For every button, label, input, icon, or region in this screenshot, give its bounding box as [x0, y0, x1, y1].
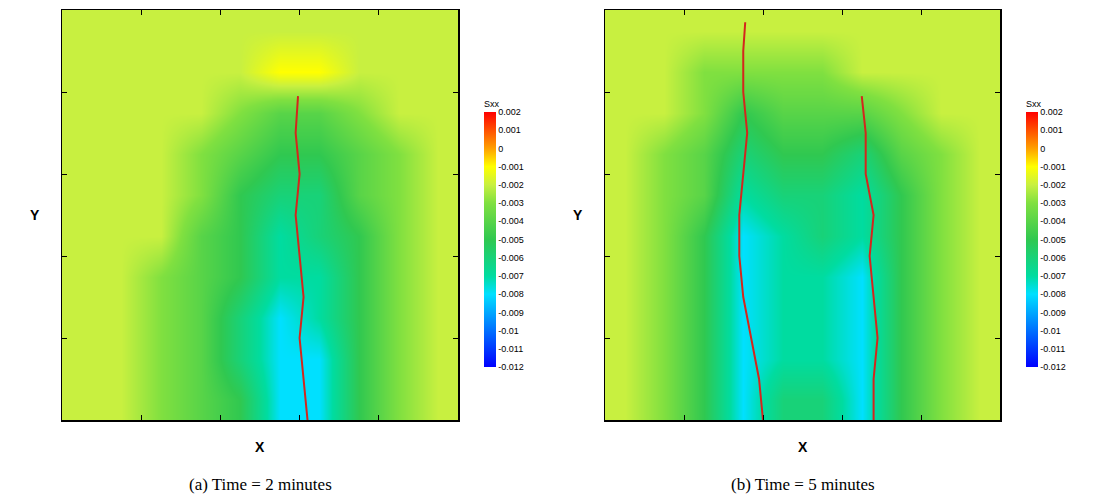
svg-text:0: 0 [1040, 144, 1045, 154]
svg-text:0.001: 0.001 [1040, 125, 1063, 135]
svg-text:Sxx: Sxx [484, 99, 500, 109]
svg-text:-0.004: -0.004 [1040, 216, 1066, 226]
svg-text:-0.003: -0.003 [498, 198, 524, 208]
svg-text:-0.009: -0.009 [498, 308, 524, 318]
svg-text:-0.008: -0.008 [498, 289, 524, 299]
svg-text:-0.003: -0.003 [1040, 198, 1066, 208]
svg-text:-0.005: -0.005 [498, 235, 524, 245]
svg-text:-0.011: -0.011 [498, 344, 523, 354]
svg-text:-0.006: -0.006 [1040, 253, 1066, 263]
svg-text:(b) Time = 5 minutes: (b) Time = 5 minutes [731, 475, 875, 494]
svg-text:0.001: 0.001 [498, 125, 521, 135]
svg-text:-0.008: -0.008 [1040, 289, 1066, 299]
svg-text:-0.007: -0.007 [498, 271, 524, 281]
svg-text:-0.002: -0.002 [498, 180, 524, 190]
svg-text:-0.002: -0.002 [1040, 180, 1066, 190]
svg-text:0: 0 [498, 144, 503, 154]
svg-text:-0.006: -0.006 [498, 253, 524, 263]
svg-text:-0.01: -0.01 [498, 326, 519, 336]
svg-text:-0.001: -0.001 [498, 162, 524, 172]
svg-text:0.002: 0.002 [1040, 107, 1063, 117]
svg-text:Y: Y [30, 207, 40, 223]
svg-text:X: X [798, 439, 808, 455]
svg-text:-0.009: -0.009 [1040, 308, 1066, 318]
svg-text:(a) Time = 2 minutes: (a) Time = 2 minutes [189, 475, 332, 494]
svg-text:-0.007: -0.007 [1040, 271, 1066, 281]
svg-text:-0.004: -0.004 [498, 216, 524, 226]
svg-text:X: X [255, 439, 265, 455]
svg-text:-0.001: -0.001 [1040, 162, 1066, 172]
svg-text:-0.012: -0.012 [1040, 362, 1066, 372]
svg-text:-0.012: -0.012 [498, 362, 524, 372]
svg-text:-0.011: -0.011 [1040, 344, 1065, 354]
svg-text:Sxx: Sxx [1026, 99, 1042, 109]
svg-text:-0.005: -0.005 [1040, 235, 1066, 245]
svg-text:Y: Y [573, 207, 583, 223]
svg-text:0.002: 0.002 [498, 107, 521, 117]
svg-text:-0.01: -0.01 [1040, 326, 1061, 336]
